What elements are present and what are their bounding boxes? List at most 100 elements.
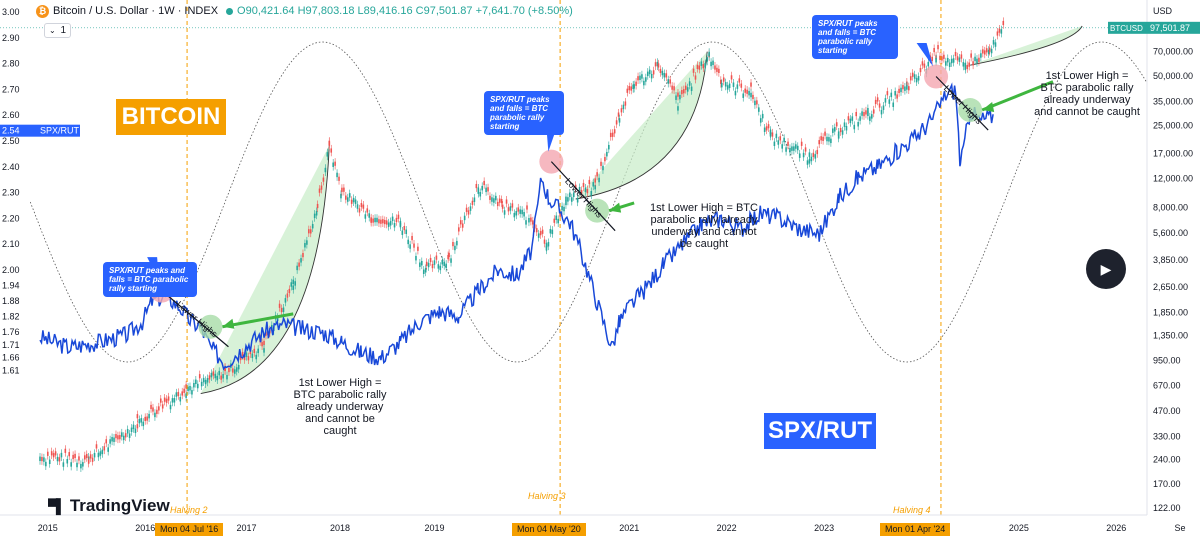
- btc-candle: [196, 383, 199, 389]
- btc-candle: [461, 223, 464, 228]
- btc-candle: [358, 208, 361, 213]
- btc-candle: [286, 293, 289, 298]
- btc-candle: [119, 435, 121, 440]
- btc-candle: [185, 384, 187, 389]
- btc-candle: [383, 219, 386, 225]
- right-axis-panel: [1147, 0, 1200, 540]
- btc-candle: [76, 462, 78, 468]
- btc-candle: [235, 367, 238, 372]
- parabolic-arc: [575, 51, 708, 200]
- btc-candle: [366, 208, 369, 213]
- btc-candle: [348, 193, 351, 198]
- btc-candle: [761, 113, 764, 119]
- btc-candle: [511, 203, 514, 208]
- btc-candle: [159, 398, 162, 403]
- btc-candle: [214, 373, 217, 379]
- btc-candle: [292, 279, 295, 285]
- btc-candle: [50, 451, 53, 456]
- btc-candle: [498, 198, 501, 203]
- btc-candle: [425, 261, 428, 266]
- spxrut-value-bg: [0, 124, 36, 137]
- btc-candle: [397, 214, 400, 219]
- btc-candle: [923, 63, 926, 68]
- btc-candle: [146, 416, 148, 421]
- spxrut-tag-bg: [36, 124, 80, 137]
- x-tick-label: 2026: [1106, 523, 1126, 533]
- btc-candle: [808, 159, 811, 164]
- btc-candle: [341, 187, 343, 192]
- right-tick-label: 670.00: [1153, 381, 1181, 391]
- left-tick-label: 1.88: [2, 296, 20, 306]
- left-tick-label: 1.71: [2, 340, 20, 350]
- btc-candle: [900, 87, 902, 93]
- btc-candle: [167, 396, 170, 401]
- btc-candle: [632, 84, 634, 90]
- btc-candle: [996, 31, 999, 36]
- x-tick-label: 2023: [814, 523, 834, 533]
- btc-candle: [783, 137, 785, 143]
- btc-candle: [722, 77, 725, 82]
- x-tick-label: 2019: [424, 523, 444, 533]
- btc-candle: [557, 218, 559, 224]
- btc-candle: [851, 116, 854, 121]
- btc-candle: [424, 268, 427, 273]
- btc-candle: [911, 72, 914, 77]
- btc-candle: [594, 184, 596, 190]
- btc-candle: [263, 340, 265, 346]
- btc-candle: [300, 258, 302, 263]
- btc-candle: [191, 390, 193, 395]
- btc-candle: [278, 303, 281, 308]
- btc-candle: [378, 219, 380, 224]
- btc-candle: [555, 215, 558, 220]
- btc-candle: [294, 281, 296, 286]
- btc-candle: [968, 62, 970, 67]
- btc-candle: [915, 77, 918, 83]
- btc-candle: [927, 61, 930, 67]
- btc-candle: [608, 144, 610, 150]
- left-tick-label: 1.66: [2, 353, 20, 363]
- play-icon: ▶: [1100, 260, 1112, 277]
- btc-candle: [814, 154, 817, 159]
- btc-candle: [718, 68, 720, 74]
- btc-candle: [843, 122, 846, 127]
- btc-candle: [694, 75, 697, 80]
- btc-candle: [58, 457, 61, 462]
- btc-candle: [828, 137, 830, 142]
- btc-candle: [158, 406, 160, 411]
- btc-candle: [730, 75, 733, 80]
- btc-candle: [596, 172, 598, 177]
- btc-candle: [798, 153, 801, 158]
- play-button[interactable]: ▶: [1086, 249, 1126, 289]
- btc-candle: [113, 437, 115, 442]
- btc-candle: [411, 235, 413, 241]
- symbol-title[interactable]: Bitcoin / U.S. Dollar · 1W · INDEX: [53, 5, 219, 17]
- btc-candle: [898, 88, 900, 94]
- btc-candle: [543, 239, 546, 244]
- indicator-toggle[interactable]: ⌄ 1: [44, 23, 72, 38]
- btc-candle: [507, 207, 510, 212]
- btc-candle: [241, 351, 244, 357]
- btc-candle: [245, 352, 248, 357]
- btc-candle: [463, 215, 466, 221]
- spxrut-label: SPX/RUT: [764, 413, 876, 449]
- btc-candle: [641, 74, 643, 79]
- btc-candle: [972, 61, 974, 66]
- btc-candle: [284, 298, 287, 303]
- btc-candle: [255, 354, 258, 360]
- btc-candle: [646, 71, 649, 77]
- btc-candle: [391, 216, 394, 222]
- btc-candle: [202, 377, 205, 383]
- lower-highs-line: [935, 76, 989, 131]
- bubble-2016: SPX/RUT peaks and falls = BTC parabolic …: [103, 262, 197, 297]
- btc-candle: [824, 131, 826, 136]
- btc-candle: [822, 136, 824, 141]
- btc-candle: [152, 407, 154, 412]
- right-tick-label: 8,000.00: [1153, 202, 1188, 212]
- btc-candle: [985, 48, 988, 53]
- btc-candle: [313, 213, 316, 219]
- btc-candle: [781, 144, 783, 149]
- btc-candle: [773, 141, 776, 147]
- btc-candle: [62, 462, 65, 467]
- btc-candle: [720, 79, 722, 84]
- btc-candle: [712, 60, 714, 66]
